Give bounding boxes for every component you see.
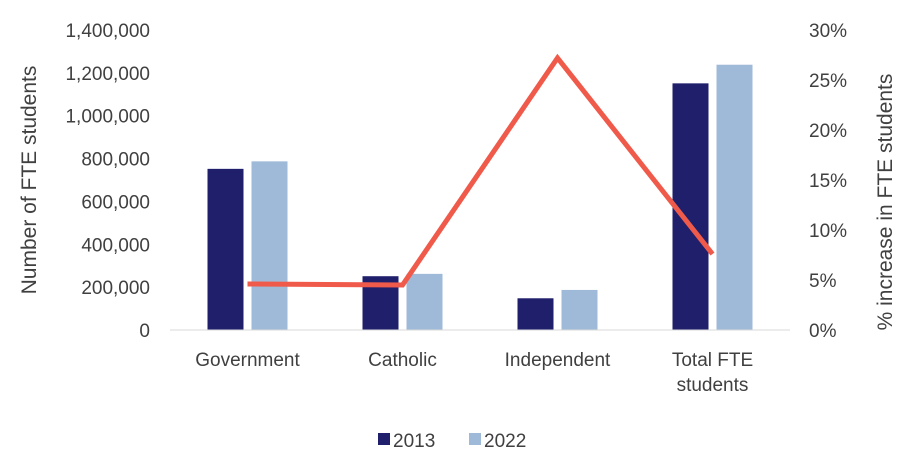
y-tick-label: 800,000 xyxy=(81,150,150,171)
bar-2022-1 xyxy=(407,274,443,330)
y-tick-label: 200,000 xyxy=(81,278,150,299)
legend-swatch xyxy=(469,433,481,445)
bar-2022-2 xyxy=(562,290,598,330)
bar-2013-2 xyxy=(518,298,554,330)
category-label: Catholic xyxy=(368,350,437,371)
y-tick-label: 1,200,000 xyxy=(65,64,150,85)
y-tick-label: 1,400,000 xyxy=(65,21,150,42)
y2-tick-label: 10% xyxy=(809,221,847,242)
y2-axis-title: % increase in FTE students xyxy=(874,74,897,331)
line-layer xyxy=(247,58,712,285)
bar-2022-0 xyxy=(252,161,288,330)
category-labels: Government Catholic Independent Total FTE st… xyxy=(195,350,753,396)
left-axis-ticks: 0 200,000 400,000 600,000 800,000 1,000,000 1,… xyxy=(65,21,150,342)
bar-2022-3 xyxy=(717,65,753,330)
right-axis-ticks: 0% 5% 10% 15% 20% 25% 30% xyxy=(809,21,847,342)
y-tick-label: 1,000,000 xyxy=(65,107,150,128)
y2-tick-label: 20% xyxy=(809,121,847,142)
y-axis-title: Number of FTE students xyxy=(18,66,41,295)
category-label: students xyxy=(677,375,749,396)
y-tick-label: 0 xyxy=(139,321,150,342)
line-series-0 xyxy=(248,58,713,285)
category-label: Total FTE xyxy=(672,350,753,371)
category-label: Independent xyxy=(505,350,611,371)
legend: 2013 2022 xyxy=(378,431,526,450)
category-label: Government xyxy=(195,350,300,371)
y2-tick-label: 15% xyxy=(809,171,847,192)
y-tick-label: 600,000 xyxy=(81,192,150,213)
y2-tick-label: 0% xyxy=(809,321,837,342)
legend-swatch xyxy=(378,433,390,445)
y2-tick-label: 5% xyxy=(809,271,837,292)
legend-label: 2022 xyxy=(484,431,526,450)
y-tick-label: 400,000 xyxy=(81,235,150,256)
legend-label: 2013 xyxy=(393,431,435,450)
bar-2013-0 xyxy=(208,169,244,330)
y2-tick-label: 30% xyxy=(809,21,847,42)
y2-tick-label: 25% xyxy=(809,71,847,92)
